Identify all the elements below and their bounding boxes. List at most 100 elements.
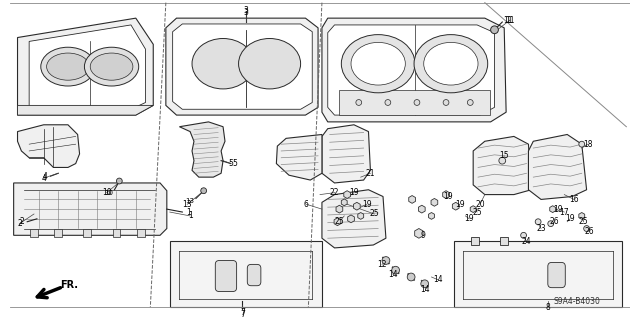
Ellipse shape <box>407 273 415 281</box>
Text: 2: 2 <box>19 217 24 226</box>
Polygon shape <box>17 18 153 115</box>
Polygon shape <box>179 122 225 177</box>
Polygon shape <box>429 212 435 219</box>
Ellipse shape <box>410 197 414 201</box>
Text: 19: 19 <box>349 188 359 197</box>
Polygon shape <box>348 215 355 223</box>
Text: 4: 4 <box>41 174 46 182</box>
Polygon shape <box>336 205 343 213</box>
Ellipse shape <box>414 100 420 105</box>
Ellipse shape <box>443 100 449 105</box>
Text: 10: 10 <box>102 188 111 197</box>
Polygon shape <box>409 196 415 203</box>
Ellipse shape <box>341 35 415 93</box>
Text: 6: 6 <box>304 200 309 209</box>
FancyBboxPatch shape <box>247 264 261 286</box>
Text: 26: 26 <box>550 217 559 226</box>
Polygon shape <box>17 105 153 115</box>
Ellipse shape <box>584 226 589 231</box>
Ellipse shape <box>421 280 429 288</box>
Ellipse shape <box>454 204 458 208</box>
Ellipse shape <box>84 47 139 86</box>
Text: 17: 17 <box>559 208 569 217</box>
Ellipse shape <box>580 214 584 218</box>
Text: 16: 16 <box>569 195 579 204</box>
Text: 7: 7 <box>240 310 245 319</box>
Text: 26: 26 <box>585 227 595 236</box>
Polygon shape <box>276 135 322 180</box>
Polygon shape <box>29 25 145 109</box>
Text: 3: 3 <box>244 8 249 17</box>
Text: 23: 23 <box>536 224 546 233</box>
Ellipse shape <box>433 200 436 204</box>
Polygon shape <box>83 229 92 237</box>
FancyBboxPatch shape <box>215 261 237 292</box>
Polygon shape <box>170 241 322 307</box>
Text: 11: 11 <box>505 16 515 25</box>
Polygon shape <box>550 206 556 212</box>
Polygon shape <box>30 229 38 237</box>
Ellipse shape <box>551 207 554 211</box>
Polygon shape <box>17 125 79 167</box>
Ellipse shape <box>472 207 475 211</box>
Polygon shape <box>334 218 341 226</box>
Ellipse shape <box>535 219 541 225</box>
Text: 25: 25 <box>369 210 379 219</box>
Polygon shape <box>173 24 312 109</box>
Ellipse shape <box>342 201 346 204</box>
Text: 14: 14 <box>420 285 429 294</box>
Text: 25: 25 <box>335 217 344 226</box>
Text: FR.: FR. <box>60 280 78 290</box>
Ellipse shape <box>491 26 499 34</box>
Text: 19: 19 <box>362 200 371 209</box>
Text: 21: 21 <box>365 169 375 178</box>
Ellipse shape <box>521 233 527 238</box>
Ellipse shape <box>116 178 122 184</box>
Text: 11: 11 <box>503 16 513 25</box>
Polygon shape <box>322 125 371 183</box>
Text: 22: 22 <box>330 188 339 197</box>
Polygon shape <box>341 199 347 206</box>
Polygon shape <box>358 212 364 219</box>
Ellipse shape <box>349 217 353 221</box>
Text: 1: 1 <box>188 211 193 220</box>
Polygon shape <box>419 205 425 213</box>
Text: 19: 19 <box>455 200 465 209</box>
Text: 18: 18 <box>583 140 593 149</box>
Polygon shape <box>454 241 623 307</box>
Text: 24: 24 <box>522 237 531 246</box>
Ellipse shape <box>430 214 433 218</box>
Polygon shape <box>431 198 438 206</box>
Polygon shape <box>322 18 506 122</box>
Text: 13: 13 <box>182 200 192 209</box>
Polygon shape <box>443 191 449 198</box>
Ellipse shape <box>382 256 390 264</box>
Ellipse shape <box>335 220 339 224</box>
FancyBboxPatch shape <box>548 263 565 288</box>
Text: 12: 12 <box>378 260 387 269</box>
Text: 15: 15 <box>499 151 509 160</box>
Ellipse shape <box>337 207 341 211</box>
Polygon shape <box>452 202 459 210</box>
Text: 9: 9 <box>420 231 425 240</box>
Ellipse shape <box>548 221 554 226</box>
Text: 19: 19 <box>565 214 575 223</box>
Text: 14: 14 <box>433 275 443 285</box>
Text: 13: 13 <box>186 198 195 204</box>
Ellipse shape <box>420 207 424 211</box>
Ellipse shape <box>41 47 95 86</box>
Polygon shape <box>113 229 120 237</box>
Polygon shape <box>500 237 508 245</box>
Ellipse shape <box>201 188 207 194</box>
Ellipse shape <box>355 204 359 208</box>
Ellipse shape <box>385 100 391 105</box>
Polygon shape <box>339 90 490 115</box>
Polygon shape <box>471 237 479 245</box>
Text: 14: 14 <box>388 270 397 278</box>
Polygon shape <box>166 18 318 115</box>
Ellipse shape <box>47 53 89 80</box>
Polygon shape <box>137 229 145 237</box>
Text: 25: 25 <box>579 217 589 226</box>
Text: 19: 19 <box>465 214 474 223</box>
Polygon shape <box>353 202 360 210</box>
